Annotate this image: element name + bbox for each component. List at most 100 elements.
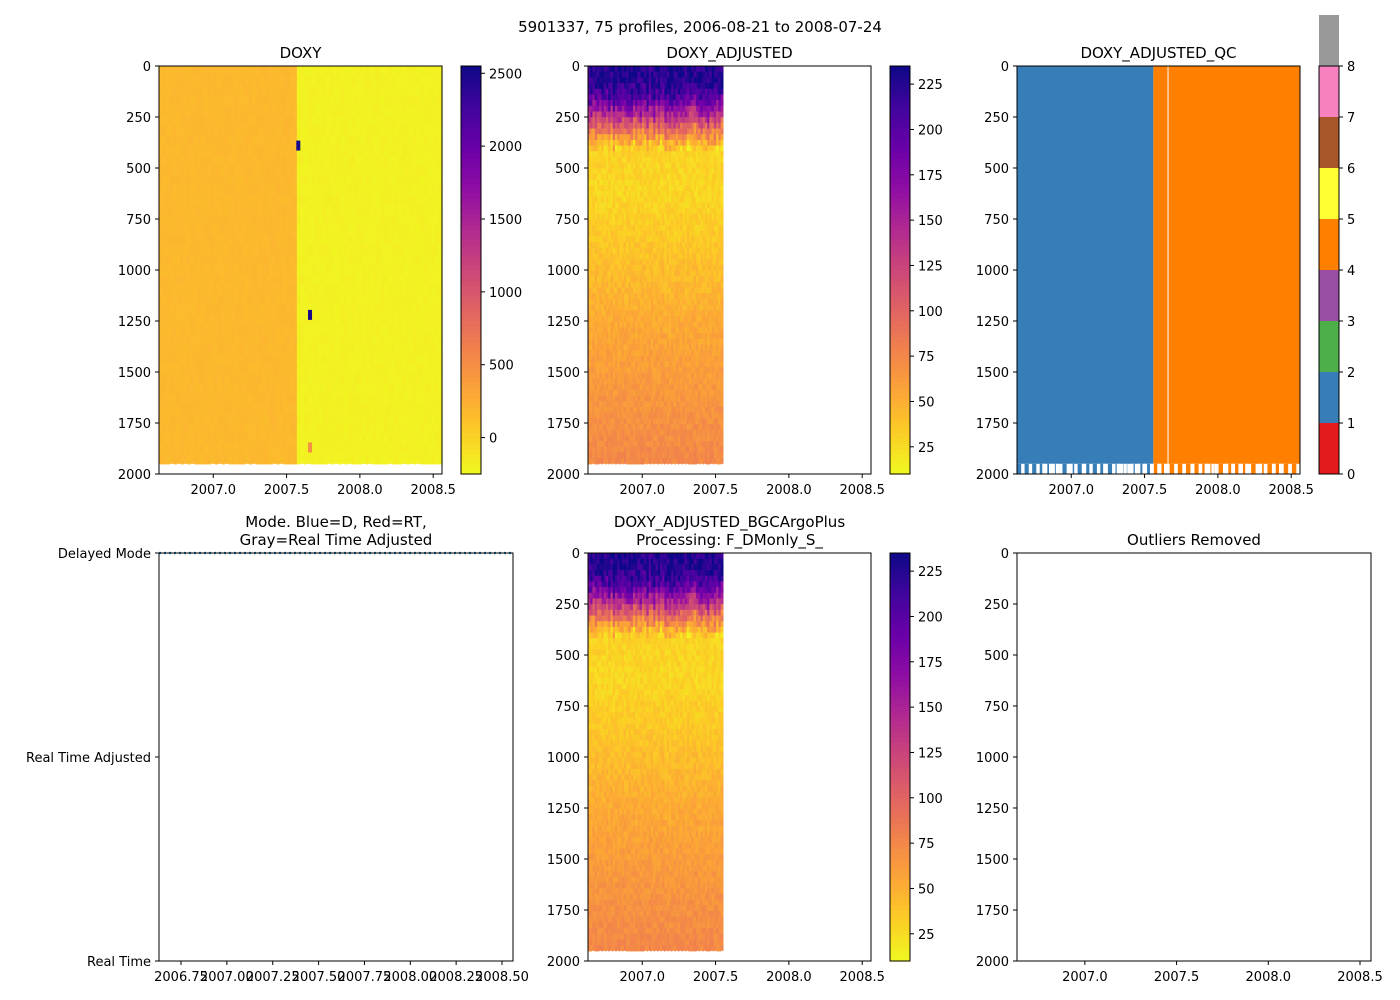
heat-cell [383,135,389,147]
heat-cell [245,225,250,236]
heat-cell [304,414,309,425]
missing-data-gap [272,463,277,474]
heat-cell [307,175,312,186]
heat-cell [289,314,294,326]
heat-cell [283,165,288,176]
heat-cell [639,94,643,101]
heat-cell [318,215,323,226]
heat-cell [605,151,609,158]
heat-cell [592,105,596,113]
heat-cell [159,384,164,395]
heat-cell [347,264,352,276]
heat-cell [307,453,312,465]
heat-cell [592,441,596,448]
heat-cell [248,424,253,435]
heat-cell [272,453,277,465]
heat-cell [289,95,294,107]
heat-cell [420,294,425,306]
heat-cell [186,284,191,296]
heat-cell [224,95,229,107]
colorbar-band [461,407,481,414]
heat-cell [252,294,257,306]
heat-cell [405,155,410,167]
heat-cell [635,156,639,164]
heat-cell [391,254,396,266]
heat-cell [336,245,341,256]
heat-cell [183,205,188,216]
heat-cell [221,125,226,137]
heat-cell [311,314,316,326]
heat-cell [621,276,625,283]
heat-cell [621,128,625,135]
heat-cell [594,179,598,186]
heat-cell [245,284,250,296]
heat-cell [630,441,634,448]
heat-cell [283,384,288,395]
heat-cell [434,185,439,196]
heat-cell [608,230,612,238]
heat-cell [617,316,621,323]
heat-cell [159,195,164,206]
heat-cell [409,95,414,107]
heat-cell [369,304,374,316]
heat-cell [402,394,407,405]
heat-cell [190,284,195,296]
heat-cell [635,355,639,363]
heat-cell [217,414,222,425]
heat-cell [438,245,443,256]
heat-cell [588,412,591,419]
heat-cell [241,75,246,87]
heat-cell [434,453,439,465]
heat-cell [605,333,609,340]
heat-cell [630,94,634,101]
heat-cell [588,162,591,169]
heat-cell [286,453,291,465]
heat-cell [224,225,229,236]
heat-cell [427,344,432,356]
heat-cell [241,394,246,405]
heat-cell [193,135,198,147]
heat-cell [318,274,323,286]
heat-cell [590,441,594,448]
heat-cell [630,162,634,169]
heat-cell [405,394,410,405]
heat-cell [241,95,246,107]
heat-cell [269,443,274,455]
heat-cell [594,316,598,323]
heat-cell [635,213,639,221]
heat-cell [605,355,609,363]
heat-cell [596,298,600,306]
heat-cell [420,66,425,77]
heat-cell [333,284,338,296]
heat-cell [245,324,250,336]
heat-cell [231,145,236,157]
heat-cell [639,162,643,169]
heat-cell [614,424,618,431]
heat-cell [603,122,607,130]
heat-cell [599,185,603,192]
heat-cell [176,364,181,375]
heat-cell [276,175,281,186]
heat-cell [165,344,170,356]
heat-cell [614,429,618,436]
heat-cell [409,453,414,465]
heat-cell [231,453,236,465]
heat-cell [365,314,371,326]
heat-cell [626,236,630,243]
heat-cell [210,404,215,415]
heat-cell [628,259,632,266]
heat-cell [311,433,316,445]
heat-cell [376,105,381,117]
heat-cell [387,135,392,147]
heat-cell [623,338,627,346]
heat-cell [412,344,418,356]
heat-cell [307,125,312,137]
colorbar-band [461,122,481,128]
heat-cell [612,429,616,436]
heat-cell [630,88,634,96]
heat-cell [255,264,260,276]
heat-cell [265,414,270,425]
heat-cell [279,225,284,236]
heat-cell [200,95,205,107]
heat-cell [304,135,309,147]
